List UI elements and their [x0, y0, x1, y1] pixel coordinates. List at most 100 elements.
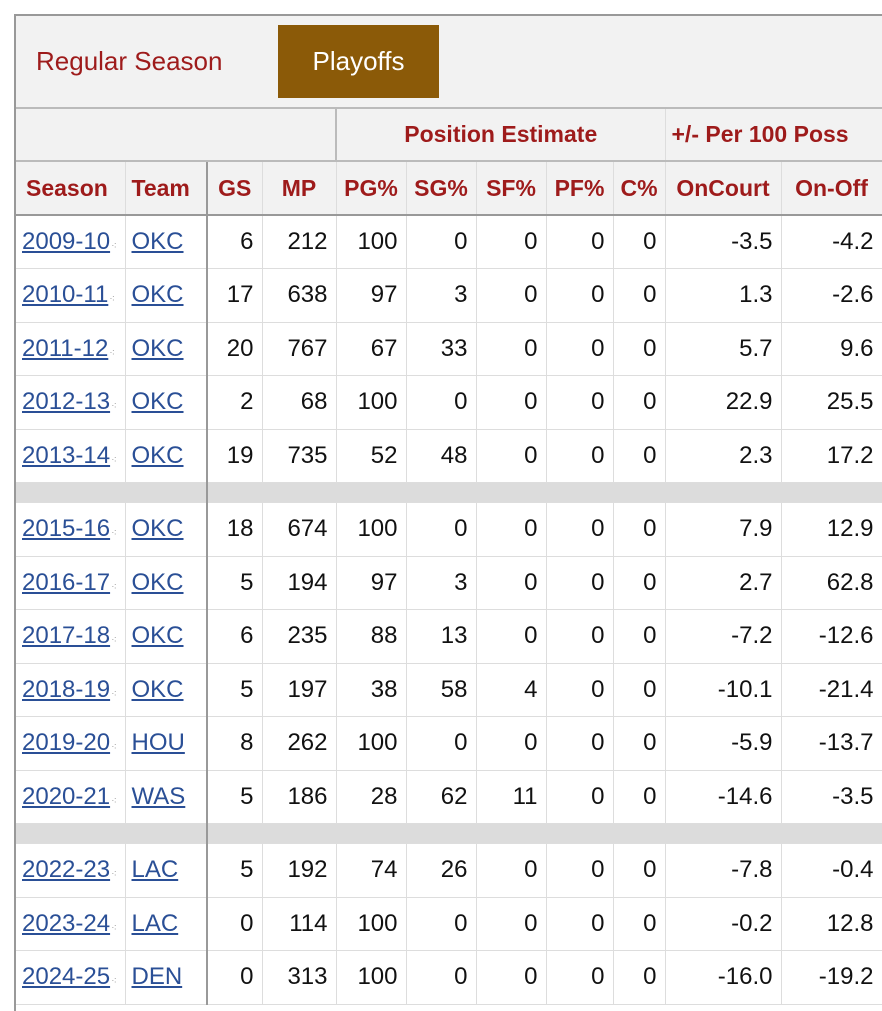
season-gap-row	[16, 482, 882, 503]
cell-sg-pct: 0	[406, 716, 477, 771]
column-header-team[interactable]: Team	[125, 161, 208, 216]
cell-c-pct: 0	[613, 716, 666, 771]
marker-icon: ⁖	[111, 976, 117, 988]
cell-sg-pct: 33	[406, 322, 477, 376]
cell-season: 2010-11⁖	[16, 268, 126, 323]
cell-sf-pct: 0	[476, 215, 547, 269]
cell-season: 2016-17⁖	[16, 556, 126, 610]
column-header-sg-pct[interactable]: SG%	[406, 161, 477, 216]
cell-sg-pct: 0	[406, 375, 477, 430]
cell-pg-pct: 100	[336, 897, 407, 951]
stats-table: Position Estimate +/- Per 100 Poss Seaso…	[16, 109, 882, 1005]
column-header-oncourt[interactable]: OnCourt	[665, 161, 782, 216]
cell-gs: 5	[207, 663, 263, 717]
column-header-c-pct[interactable]: C%	[613, 161, 666, 216]
team-link[interactable]: OKC	[131, 675, 184, 703]
cell-on-off: -3.5	[781, 770, 882, 824]
team-link[interactable]: OKC	[131, 334, 184, 362]
cell-mp: 68	[262, 375, 337, 430]
cell-pf-pct: 0	[546, 770, 614, 824]
cell-oncourt: 1.3	[665, 268, 782, 323]
season-link[interactable]: 2011-12	[22, 334, 109, 362]
cell-oncourt: -7.2	[665, 609, 782, 664]
cell-sf-pct: 0	[476, 502, 547, 557]
column-header-pg-pct[interactable]: PG%	[336, 161, 407, 216]
team-link[interactable]: OKC	[131, 281, 184, 309]
cell-oncourt: -5.9	[665, 716, 782, 771]
cell-mp: 235	[262, 609, 337, 664]
cell-on-off: -2.6	[781, 268, 882, 323]
season-link[interactable]: 2016-17	[22, 568, 111, 596]
tab-bar: Regular Season Playoffs	[16, 16, 882, 109]
cell-season: 2013-14⁖	[16, 429, 126, 483]
cell-season: 2015-16⁖	[16, 502, 126, 557]
season-link[interactable]: 2018-19	[22, 675, 111, 703]
season-link[interactable]: 2015-16	[22, 515, 111, 543]
team-link[interactable]: DEN	[131, 963, 183, 991]
table-row: 2019-20⁖ HOU 8 262 100 0 0 0 0 -5.9 -13.7	[16, 716, 882, 771]
cell-c-pct: 0	[613, 322, 666, 376]
cell-pg-pct: 67	[336, 322, 407, 376]
cell-on-off: 17.2	[781, 429, 882, 483]
cell-gs: 8	[207, 716, 263, 771]
team-link[interactable]: OKC	[131, 441, 184, 469]
team-link[interactable]: WAS	[131, 782, 186, 810]
cell-season: 2022-23⁖	[16, 843, 126, 898]
season-link[interactable]: 2023-24	[22, 909, 111, 937]
cell-gs: 20	[207, 322, 263, 376]
column-header-season[interactable]: Season	[16, 161, 126, 216]
cell-c-pct: 0	[613, 609, 666, 664]
cell-c-pct: 0	[613, 897, 666, 951]
team-link[interactable]: HOU	[131, 729, 185, 757]
season-link[interactable]: 2009-10	[22, 228, 111, 255]
cell-team: OKC	[125, 268, 208, 323]
column-header-pf-pct[interactable]: PF%	[546, 161, 614, 216]
team-link[interactable]: OKC	[131, 568, 184, 596]
season-link[interactable]: 2010-11	[22, 281, 109, 309]
cell-gs: 6	[207, 215, 263, 269]
cell-team: OKC	[125, 215, 208, 269]
season-link[interactable]: 2012-13	[22, 388, 111, 416]
cell-mp: 674	[262, 502, 337, 557]
cell-team: OKC	[125, 375, 208, 430]
cell-pg-pct: 74	[336, 843, 407, 898]
cell-c-pct: 0	[613, 502, 666, 557]
season-link[interactable]: 2020-21	[22, 782, 111, 810]
cell-on-off: -21.4	[781, 663, 882, 717]
season-link[interactable]: 2017-18	[22, 622, 111, 650]
team-link[interactable]: LAC	[131, 856, 179, 884]
cell-season: 2009-10⁖	[16, 215, 126, 269]
season-link[interactable]: 2013-14	[22, 441, 111, 469]
marker-icon: ⁖	[111, 742, 117, 754]
cell-oncourt: -16.0	[665, 950, 782, 1005]
column-header-sf-pct[interactable]: SF%	[476, 161, 547, 216]
cell-sf-pct: 0	[476, 609, 547, 664]
cell-sf-pct: 4	[476, 663, 547, 717]
marker-icon: ⁖	[111, 795, 117, 807]
cell-pf-pct: 0	[546, 609, 614, 664]
season-link[interactable]: 2019-20	[22, 729, 111, 757]
cell-on-off: -13.7	[781, 716, 882, 771]
column-header-on-off[interactable]: On-Off	[781, 161, 882, 216]
season-link[interactable]: 2024-25	[22, 963, 111, 991]
team-link[interactable]: OKC	[131, 515, 184, 543]
team-link[interactable]: OKC	[131, 388, 184, 416]
cell-c-pct: 0	[613, 770, 666, 824]
column-header-gs[interactable]: GS	[207, 161, 263, 216]
column-header-mp[interactable]: MP	[262, 161, 337, 216]
table-row: 2009-10⁖ OKC 6 212 100 0 0 0 0 -3.5 -4.2	[16, 215, 882, 269]
cell-pf-pct: 0	[546, 716, 614, 771]
cell-pg-pct: 100	[336, 215, 407, 269]
team-link[interactable]: LAC	[131, 909, 179, 937]
team-link[interactable]: OKC	[131, 622, 184, 650]
group-header-position-estimate: Position Estimate	[335, 109, 665, 162]
marker-icon: ⁖	[109, 294, 116, 306]
cell-oncourt: 22.9	[665, 375, 782, 430]
season-link[interactable]: 2022-23	[22, 856, 111, 884]
tab-playoffs[interactable]: Playoffs	[278, 25, 439, 98]
gap-cell	[207, 482, 882, 503]
team-link[interactable]: OKC	[131, 228, 184, 255]
cell-sf-pct: 0	[476, 897, 547, 951]
tab-regular-season[interactable]: Regular Season	[36, 46, 223, 76]
cell-sf-pct: 0	[476, 322, 547, 376]
